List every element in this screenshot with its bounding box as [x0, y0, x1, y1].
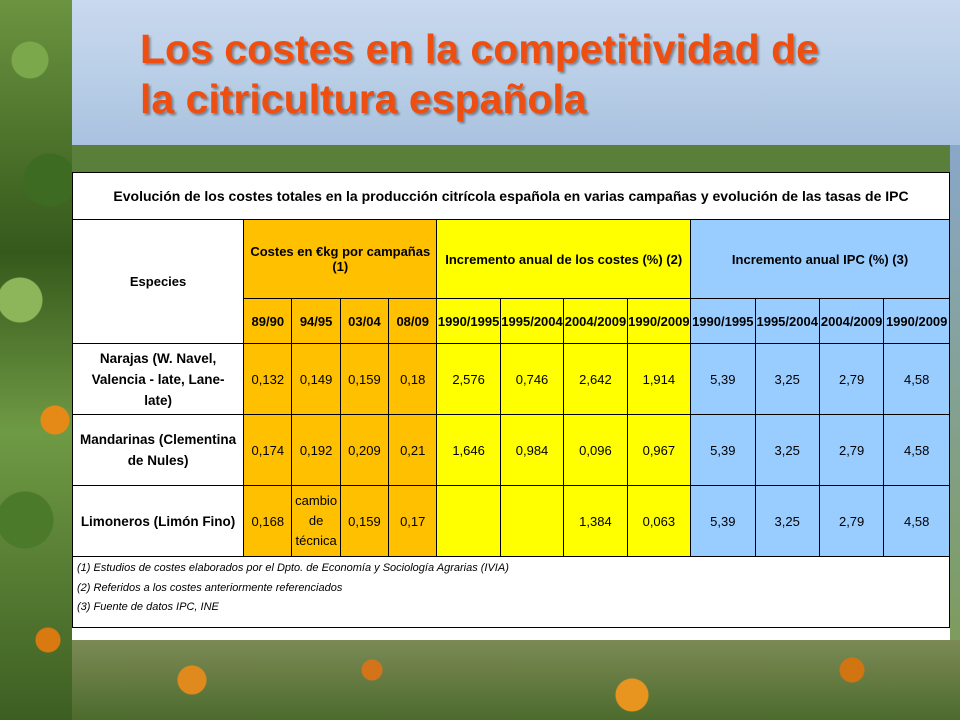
cost-increase-value: 1,914 [626, 343, 692, 415]
note-line: (1) Estudios de costes elaborados por el… [77, 562, 509, 574]
table-row: Narajas (W. Navel, Valencia - late, Lane… [71, 343, 950, 415]
species-name: Narajas (W. Navel, Valencia - late, Lane… [71, 343, 245, 415]
cost-value: 0,18 [388, 343, 438, 415]
note-line: (2) Referidos a los costes anteriormente… [77, 581, 343, 594]
table-row: Limoneros (Limón Fino) 0,168 cambio de t… [71, 485, 950, 557]
slide-title-line-2: la citricultura española [140, 76, 587, 122]
cost-increase-value: 1,646 [436, 414, 501, 486]
ipc-period-header: 1990/1995 [690, 298, 756, 344]
cost-value: 0,159 [339, 343, 390, 415]
note-line: (3) Fuente de datos IPC, INE [77, 601, 219, 613]
background-photo-bottom [72, 640, 960, 720]
cost-increase-value: 2,576 [436, 343, 501, 415]
cost-increase-value: 0,967 [626, 414, 692, 486]
cost-value: 0,168 [243, 485, 293, 557]
ipc-period-header: 1990/2009 [883, 298, 950, 344]
cost-value: 0,17 [388, 485, 438, 557]
cost-value: 0,192 [291, 414, 341, 486]
ipc-value: 5,39 [690, 485, 756, 557]
species-name: Mandarinas (Clementina de Nules) [71, 414, 245, 486]
ipc-value: 2,79 [818, 343, 885, 415]
header-costs: Costes en €kg por campañas (1) [243, 219, 438, 299]
species-name: Limoneros (Limón Fino) [71, 485, 245, 557]
cost-increase-value: 0,984 [499, 414, 565, 486]
cost-value: 0,21 [388, 414, 438, 486]
background-photo-right [950, 145, 960, 720]
cost-increase-value [499, 485, 565, 557]
ipc-value: 4,58 [883, 343, 950, 415]
background-photo-left [0, 0, 72, 720]
cost-period-header: 2004/2009 [563, 298, 628, 344]
ipc-value: 5,39 [690, 343, 756, 415]
ipc-value: 4,58 [883, 485, 950, 557]
cost-increase-value: 0,063 [626, 485, 692, 557]
table-notes: (1) Estudios de costes elaborados por el… [72, 556, 950, 628]
cost-period-header: 1995/2004 [499, 298, 565, 344]
costs-table: Evolución de los costes totales en la pr… [71, 172, 950, 628]
cost-value: 0,132 [243, 343, 293, 415]
cost-value: 0,209 [339, 414, 390, 486]
cost-value: cambio de técnica [291, 485, 341, 557]
campaign-header: 89/90 [243, 298, 293, 344]
campaign-header: 08/09 [388, 298, 438, 344]
table-row: Mandarinas (Clementina de Nules) 0,174 0… [71, 414, 950, 486]
header-cost-increase: Incremento anual de los costes (%) (2) [436, 219, 692, 299]
ipc-value: 3,25 [754, 485, 820, 557]
campaign-header: 94/95 [291, 298, 341, 344]
ipc-value: 3,25 [754, 343, 820, 415]
header-ipc-increase: Incremento anual IPC (%) (3) [690, 219, 950, 299]
cost-value: 0,159 [339, 485, 390, 557]
cost-increase-value: 1,384 [563, 485, 628, 557]
cost-increase-value [436, 485, 501, 557]
cost-increase-value: 0,096 [563, 414, 628, 486]
ipc-value: 2,79 [818, 414, 885, 486]
cost-value: 0,149 [291, 343, 341, 415]
ipc-period-header: 2004/2009 [818, 298, 885, 344]
cost-period-header: 1990/1995 [436, 298, 501, 344]
ipc-value: 3,25 [754, 414, 820, 486]
background-photo-top [72, 0, 960, 145]
ipc-period-header: 1995/2004 [754, 298, 820, 344]
ipc-value: 5,39 [690, 414, 756, 486]
cost-increase-value: 0,746 [499, 343, 565, 415]
slide-title-line-1: Los costes en la competitividad de [140, 26, 819, 72]
cost-increase-value: 2,642 [563, 343, 628, 415]
cost-value: 0,174 [243, 414, 293, 486]
table-caption: Evolución de los costes totales en la pr… [72, 172, 950, 220]
ipc-value: 4,58 [883, 414, 950, 486]
campaign-header: 03/04 [339, 298, 390, 344]
header-species: Especies [71, 219, 245, 344]
slide-title: Los costes en la competitividad de la ci… [140, 24, 950, 124]
cost-period-header: 1990/2009 [626, 298, 692, 344]
ipc-value: 2,79 [818, 485, 885, 557]
